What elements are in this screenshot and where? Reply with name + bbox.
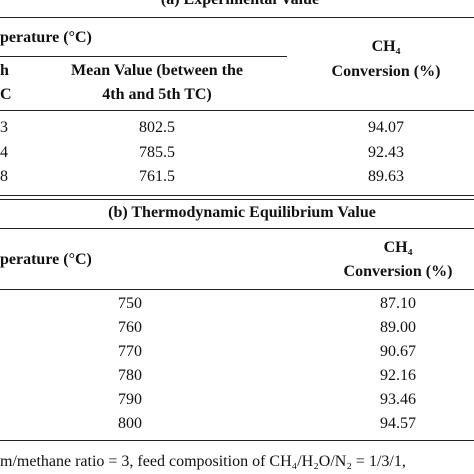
header: h bbox=[0, 62, 9, 79]
cell: 93.46 bbox=[380, 391, 416, 408]
header: C bbox=[0, 86, 12, 103]
header: CH₄ bbox=[371, 38, 401, 55]
rule bbox=[0, 195, 474, 196]
cell: 3 bbox=[0, 119, 8, 136]
cell: 87.10 bbox=[380, 295, 416, 312]
rule bbox=[0, 440, 474, 441]
cell: 92.16 bbox=[380, 367, 416, 384]
cell: 90.67 bbox=[380, 343, 416, 360]
header: Conversion (%) bbox=[343, 263, 453, 280]
header: CH₄ bbox=[383, 239, 413, 256]
cell: 780 bbox=[118, 367, 142, 384]
cell: 4 bbox=[0, 143, 8, 161]
rule bbox=[0, 199, 474, 200]
cell: 89.00 bbox=[380, 319, 416, 336]
cell: 760 bbox=[118, 319, 142, 336]
header: Conversion (%) bbox=[331, 63, 441, 80]
section-title: (b) Thermodynamic Equilibrium Value bbox=[108, 204, 376, 221]
cell: 92.43 bbox=[368, 143, 404, 161]
cell: 94.57 bbox=[380, 415, 416, 432]
rule bbox=[0, 110, 474, 111]
cell: 761.5 bbox=[139, 168, 175, 185]
cell: 8 bbox=[0, 168, 8, 185]
header: 4th and 5th TC) bbox=[102, 86, 212, 103]
footnote: m/methane ratio = 3, feed composition of… bbox=[0, 453, 406, 470]
cell: 770 bbox=[118, 343, 142, 360]
rule bbox=[0, 17, 474, 18]
cell: 790 bbox=[118, 391, 142, 408]
rule bbox=[0, 56, 287, 57]
header: perature (°C) bbox=[0, 29, 92, 46]
cell: 800 bbox=[118, 415, 142, 432]
header: perature (°C) bbox=[0, 251, 92, 268]
cell: 94.07 bbox=[368, 119, 404, 136]
section-title: (a) Experimental Value bbox=[161, 0, 319, 9]
rule bbox=[0, 289, 474, 290]
cell: 750 bbox=[118, 295, 142, 312]
cell: 802.5 bbox=[139, 119, 175, 136]
cell: 89.63 bbox=[368, 168, 404, 185]
cell: 785.5 bbox=[139, 143, 175, 161]
header: Mean Value (between the bbox=[71, 62, 243, 79]
rule bbox=[0, 228, 474, 229]
